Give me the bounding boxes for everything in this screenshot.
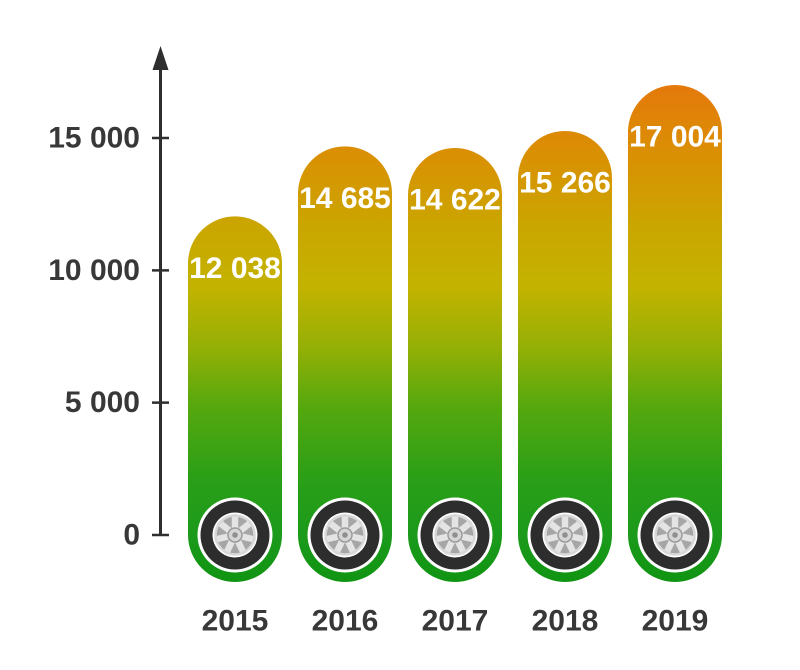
car-wheel-icon-2019: [637, 497, 713, 573]
car-wheel-icon-2015: [197, 497, 273, 573]
car-wheel-icon-2017: [417, 497, 493, 573]
category-label-2015: 2015: [202, 605, 269, 638]
category-label-2016: 2016: [312, 605, 379, 638]
car-wheel-icon-2018: [527, 497, 603, 573]
value-label-2019: 17 004: [629, 120, 721, 153]
bar-2016: [298, 146, 392, 582]
category-label-2017: 2017: [422, 605, 489, 638]
y-axis-tick-label-10000: 10 000: [48, 254, 140, 287]
category-label-2019: 2019: [642, 605, 709, 638]
bar-2017: [408, 148, 502, 582]
value-label-2018: 15 266: [519, 166, 611, 199]
bar-2018: [518, 130, 612, 583]
value-label-2015: 12 038: [189, 252, 281, 285]
bar-2019: [628, 84, 722, 582]
value-label-2016: 14 685: [299, 182, 391, 215]
y-axis-tick-label-15000: 15 000: [48, 122, 140, 155]
y-axis-arrow-icon: [152, 46, 169, 70]
value-label-2017: 14 622: [409, 184, 501, 217]
car-wheel-icon-2016: [307, 497, 383, 573]
bar-2015: [188, 216, 282, 582]
category-label-2018: 2018: [532, 605, 599, 638]
y-axis-tick-label-0: 0: [123, 519, 140, 552]
y-axis-tick-label-5000: 5 000: [65, 386, 140, 419]
